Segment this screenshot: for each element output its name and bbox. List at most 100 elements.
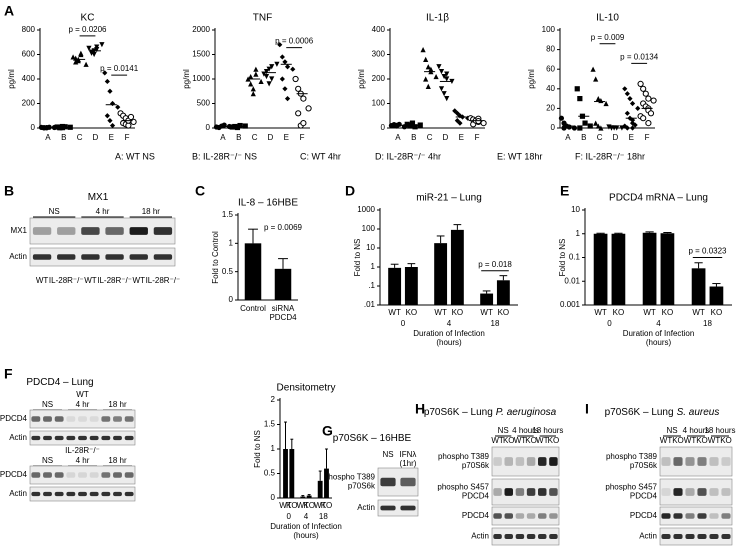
point: [629, 100, 636, 107]
point: [242, 123, 248, 129]
x-tick-label: 18: [703, 319, 712, 328]
x-tick-label: A: [565, 133, 571, 142]
lane-label: IFNλ: [400, 450, 417, 459]
band: [493, 488, 502, 496]
blot-strip: [377, 499, 419, 517]
x-tick-label: D: [443, 133, 449, 142]
band: [685, 488, 695, 496]
blot-title: p70S6K – Lung P. aeruginosa: [424, 407, 557, 418]
x-tick-label: 4: [304, 512, 309, 521]
y-tick-label: 1.5: [264, 420, 276, 429]
group-label: NS: [42, 400, 53, 409]
bar: [480, 293, 494, 305]
point: [59, 123, 66, 130]
y-tick-label: 1.5: [222, 210, 234, 219]
bar: [611, 233, 626, 305]
blot-title: PDCD4 – Lung: [26, 377, 93, 388]
band: [89, 435, 99, 441]
bar: [434, 243, 448, 305]
chart-title: KC: [81, 13, 95, 24]
blot-title-text: MX1: [88, 192, 109, 203]
y-tick-label: 0.1: [569, 253, 581, 262]
y-tick-label: 0.01: [564, 276, 580, 285]
p-value: p = 0.0206: [68, 25, 107, 34]
x-tick-label: B: [581, 133, 586, 142]
series-label: WT: [314, 501, 327, 510]
y-tick-label: 100: [542, 25, 556, 34]
group-label: NS: [49, 207, 60, 216]
point: [253, 71, 259, 77]
blot-title-species: P. aeruginosa: [496, 407, 557, 418]
row-label: Actin: [9, 252, 27, 261]
point: [436, 64, 442, 70]
bar: [244, 243, 262, 300]
point: [438, 86, 445, 92]
x-tick-label: 4: [656, 319, 661, 328]
point: [558, 115, 565, 121]
x-tick-label: C: [252, 133, 258, 142]
point: [629, 117, 636, 123]
band: [101, 472, 111, 478]
row-label: Actin: [9, 433, 27, 442]
band: [673, 488, 683, 496]
x-tick-label: D: [268, 133, 274, 142]
y-axis-label: pg/ml: [182, 69, 191, 89]
band: [526, 457, 536, 466]
point: [423, 56, 429, 62]
lane-label: WT: [514, 436, 527, 445]
blot-strip: [29, 247, 176, 267]
point: [425, 83, 431, 89]
blot-strip: [659, 478, 733, 506]
bar: [709, 286, 724, 305]
band: [538, 488, 547, 496]
band: [709, 513, 719, 519]
band: [113, 416, 122, 422]
bar: [317, 480, 323, 498]
group-key: D: IL-28R⁻/⁻ 4hr: [375, 151, 441, 161]
y-tick-label: 1500: [192, 50, 210, 59]
point: [647, 110, 655, 117]
y-tick-label: 0: [31, 123, 36, 132]
point: [624, 125, 630, 131]
band: [697, 488, 707, 496]
band: [549, 457, 558, 466]
lane-label: KO: [503, 436, 515, 445]
blot-title: p70S6K – 16HBE: [333, 433, 412, 444]
x-tick-label: F: [300, 133, 305, 142]
band: [721, 533, 731, 540]
row-label: PDCD4: [630, 492, 658, 501]
band: [549, 513, 558, 519]
band: [400, 505, 416, 511]
band: [89, 416, 99, 422]
point: [637, 80, 644, 88]
point: [590, 66, 596, 72]
band: [66, 491, 76, 497]
point: [629, 120, 636, 126]
genotype-label: IL-28R⁻/⁻: [65, 446, 100, 455]
band: [124, 472, 134, 478]
point: [245, 76, 251, 82]
point: [417, 122, 423, 128]
y-tick-label: 1: [229, 238, 234, 247]
band: [515, 513, 525, 519]
point: [78, 50, 84, 56]
blot-strip: [29, 465, 136, 485]
band: [549, 533, 558, 540]
point: [94, 44, 100, 50]
point: [593, 120, 599, 126]
lane-label: WT: [536, 436, 549, 445]
y-tick-label: 20: [546, 104, 555, 113]
x-tick-label: D: [93, 133, 99, 142]
point: [104, 78, 110, 85]
point: [109, 122, 116, 129]
series-label: KO: [452, 308, 464, 317]
blot-title: MX1: [88, 192, 109, 203]
panel-letter: B: [4, 183, 14, 199]
band: [697, 513, 707, 519]
band: [673, 513, 683, 519]
x-tick-label: A: [395, 133, 401, 142]
panel-letter: G: [322, 423, 333, 439]
x-tick-label: E: [459, 133, 464, 142]
